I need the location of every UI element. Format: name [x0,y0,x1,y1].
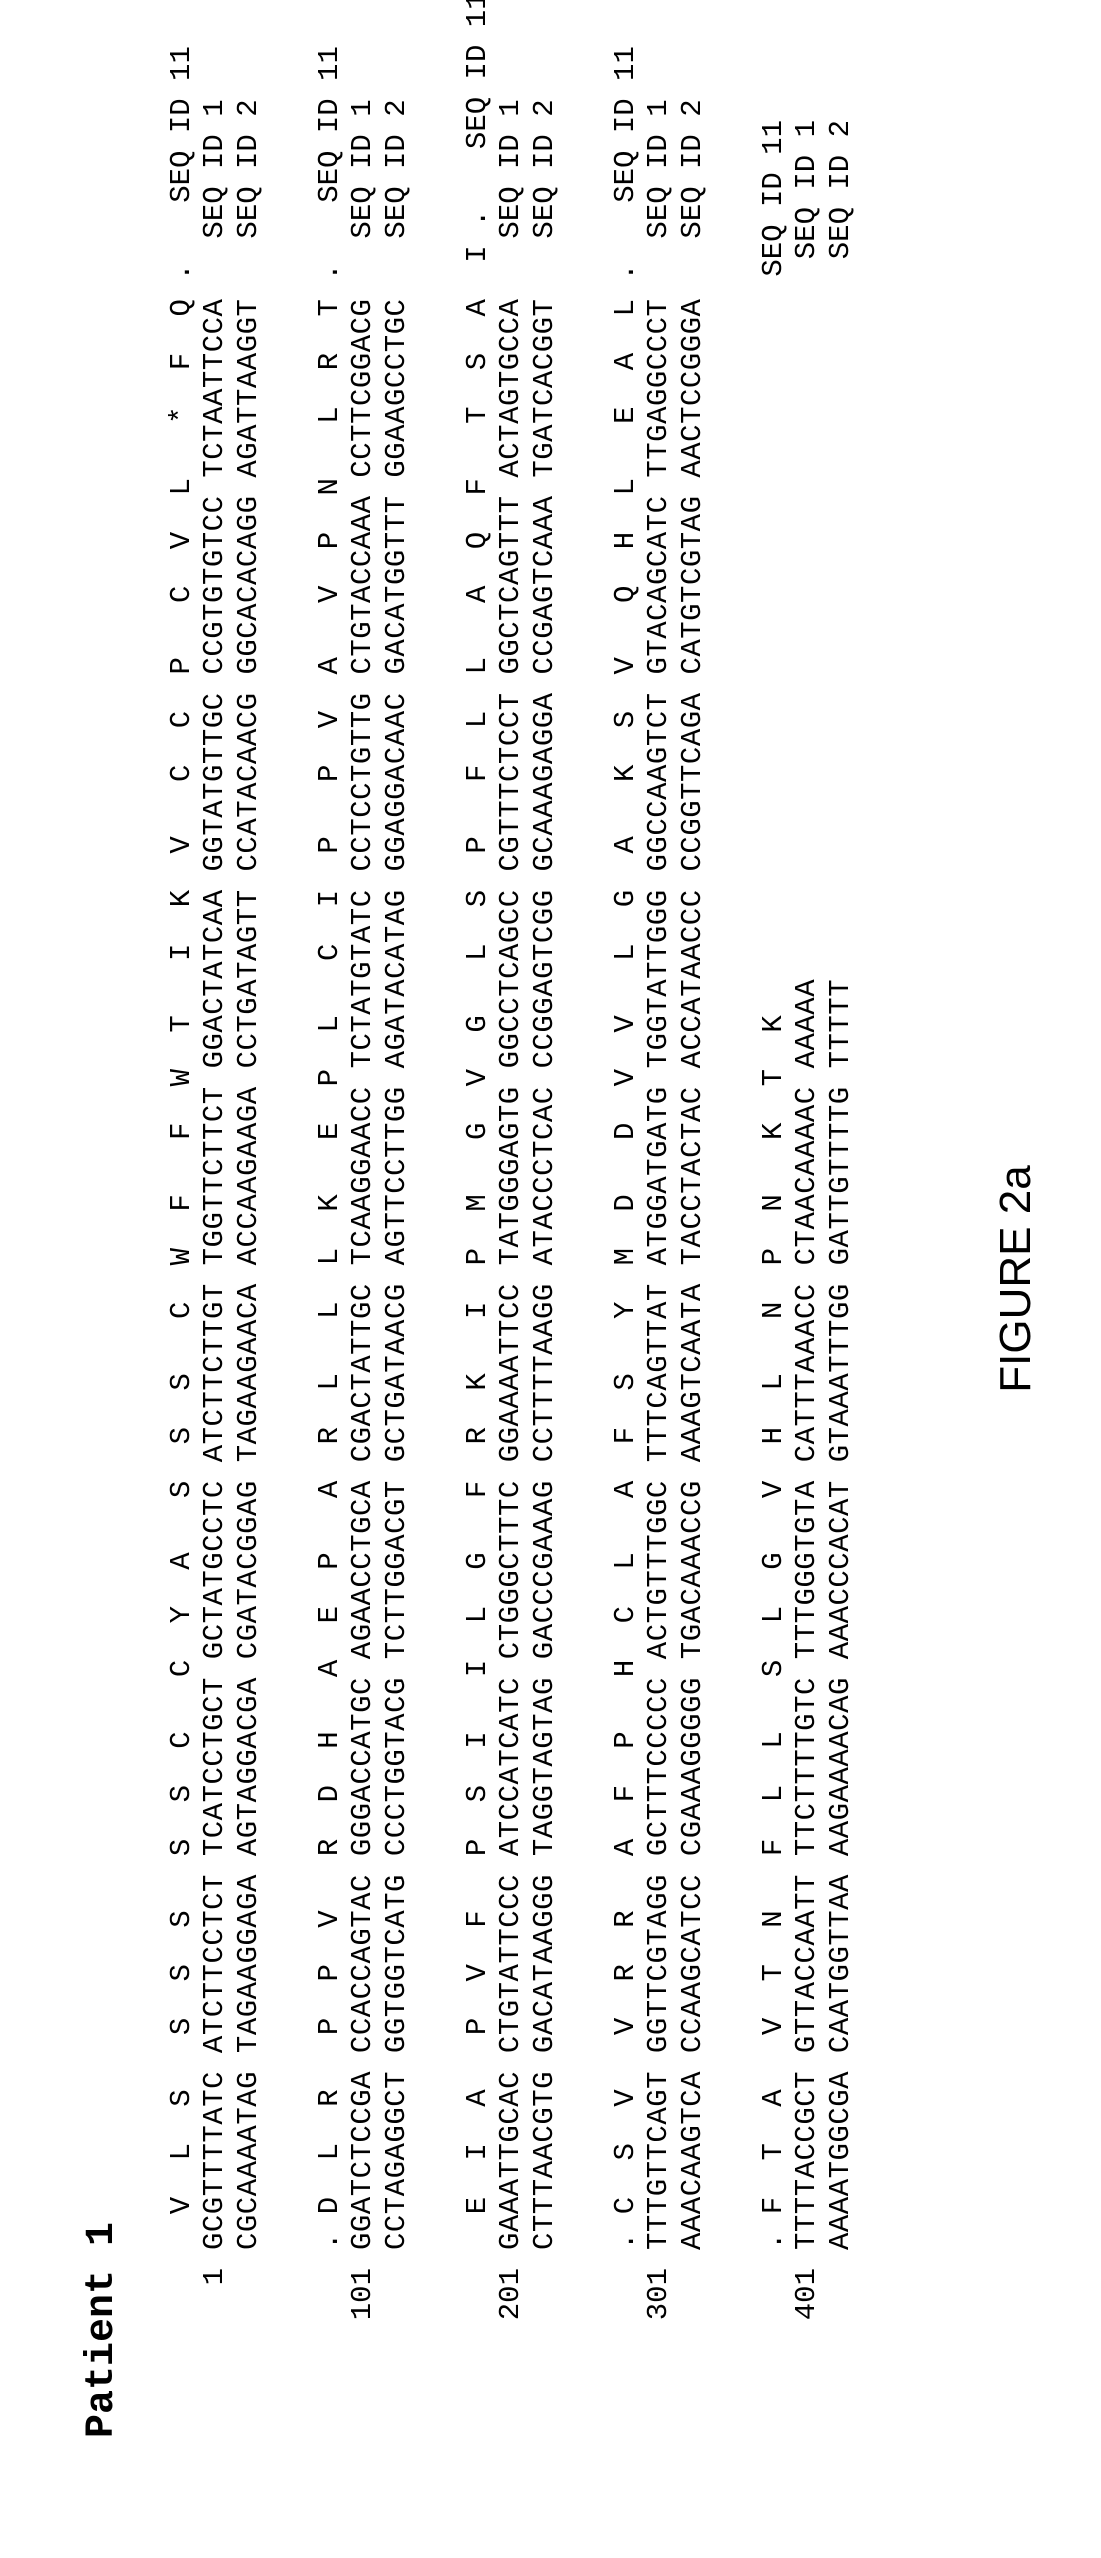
amino-acid-seq: . F T A V T N F L L S L G V H L N P N K … [757,1015,790,2250]
bottom-strand-row: AAAATGGCGA CAATGGTTAA AAGAAAACAG AAACCCA… [824,120,857,2358]
seq-id-label: SEQ ID 2 [824,120,857,319]
seq-id-label: SEQ ID 1 [642,99,675,298]
top-strand-seq: GGATCTCCGA CCACCAGTAC GGGACCATGC AGAACCT… [346,299,379,2250]
figure-label: FIGURE 2a [991,1165,1041,1392]
bottom-strand-seq: AAACAAGTCA CCAAGCATCC CGAAAGGGGG TGACAAA… [676,299,709,2250]
position-number: 101 [346,2250,379,2358]
top-strand-seq: GAAATTGCAC CTGTATTCCC ATCCATCATC CTGGGCT… [494,299,527,2250]
position-number: 301 [642,2250,675,2358]
amino-acid-row: E I A P V F P S I I L G F R K I P M G V … [461,120,494,2358]
bottom-strand-seq: CCTAGAGGCT GGTGGTCATG CCCTGGTACG TCTTGGA… [380,299,413,2250]
top-strand-row: 401TTTTACCGCT GTTACCAATT TTCTTTTGTC TTTG… [790,120,823,2358]
seq-id-label: SEQ ID 2 [232,99,265,298]
seq-id-label: SEQ ID 11 [757,120,790,337]
position-number: 401 [790,2250,823,2358]
page-rotated-container: Patient 1 V L S S S S S S C C Y A S S S … [0,1457,1101,2558]
bottom-strand-seq: AAAATGGCGA CAATGGTTAA AAGAAAACAG AAACCCA… [824,979,857,2250]
amino-acid-row: V L S S S S S S C C Y A S S S C W F F W … [165,120,198,2358]
position-number: 1 [198,2250,231,2358]
seq-id-label: SEQ ID 1 [494,99,527,298]
amino-acid-row: . D L R P P V R D H A E P A R L L L K E … [313,120,346,2358]
seq-id-label: SEQ ID 1 [790,120,823,319]
top-strand-row: 301TTTGTTCAGT GGTTCGTAGG GCTTTCCCCC ACTG… [642,120,675,2358]
top-strand-row: 1GCGTTTTATC ATCTTCCTCT TCATCCTGCT GCTATG… [198,120,231,2358]
seq-id-label: SEQ ID 11 [609,46,642,263]
sequence-block: E I A P V F P S I I L G F R K I P M G V … [461,120,561,2358]
seq-id-label: SEQ ID 2 [676,99,709,298]
seq-id-label: SEQ ID 2 [380,99,413,298]
top-strand-row: 101GGATCTCCGA CCACCAGTAC GGGACCATGC AGAA… [346,120,379,2358]
amino-acid-row: . F T A V T N F L L S L G V H L N P N K … [757,120,790,2358]
patient-title: Patient 1 [80,120,125,2438]
amino-acid-seq: E I A P V F P S I I L G F R K I P M G V … [461,209,494,2250]
content-area: Patient 1 V L S S S S S S C C Y A S S S … [0,0,1101,2558]
seq-id-label: SEQ ID 11 [313,46,346,263]
bottom-strand-row: CCTAGAGGCT GGTGGTCATG CCCTGGTACG TCTTGGA… [380,120,413,2358]
seq-id-label: SEQ ID 1 [198,99,231,298]
bottom-strand-seq: CTTTAACGTG GACATAAGGG TAGGTAGTAG GACCCGA… [528,299,561,2250]
sequence-block: . F T A V T N F L L S L G V H L N P N K … [757,120,857,2358]
position-number: 201 [494,2250,527,2358]
seq-id-label: SEQ ID 1 [346,99,379,298]
bottom-strand-row: AAACAAGTCA CCAAGCATCC CGAAAGGGGG TGACAAA… [676,120,709,2358]
sequence-blocks: V L S S S S S S C C Y A S S S C W F F W … [165,120,857,2358]
top-strand-seq: TTTGTTCAGT GGTTCGTAGG GCTTTCCCCC ACTGTTT… [642,299,675,2250]
amino-acid-seq: . C S V V R R A F P H C L A F S Y M D D … [609,263,642,2250]
top-strand-row: 201GAAATTGCAC CTGTATTCCC ATCCATCATC CTGG… [494,120,527,2358]
top-strand-seq: TTTTACCGCT GTTACCAATT TTCTTTTGTC TTTGGGT… [790,979,823,2250]
bottom-strand-row: CTTTAACGTG GACATAAGGG TAGGTAGTAG GACCCGA… [528,120,561,2358]
sequence-block: V L S S S S S S C C Y A S S S C W F F W … [165,120,265,2358]
top-strand-seq: GCGTTTTATC ATCTTCCTCT TCATCCTGCT GCTATGC… [198,299,231,2250]
seq-id-label: SEQ ID 2 [528,99,561,298]
sequence-block: . C S V V R R A F P H C L A F S Y M D D … [609,120,709,2358]
bottom-strand-row: CGCAAAATAG TAGAAGGAGA AGTAGGACGA CGATACG… [232,120,265,2358]
amino-acid-row: . C S V V R R A F P H C L A F S Y M D D … [609,120,642,2358]
seq-id-label: SEQ ID 11 [165,46,198,263]
bottom-strand-seq: CGCAAAATAG TAGAAGGAGA AGTAGGACGA CGATACG… [232,299,265,2250]
seq-id-label: SEQ ID 11 [461,0,494,209]
amino-acid-seq: . D L R P P V R D H A E P A R L L L K E … [313,263,346,2250]
amino-acid-seq: V L S S S S S S C C Y A S S S C W F F W … [165,263,198,2250]
sequence-block: . D L R P P V R D H A E P A R L L L K E … [313,120,413,2358]
